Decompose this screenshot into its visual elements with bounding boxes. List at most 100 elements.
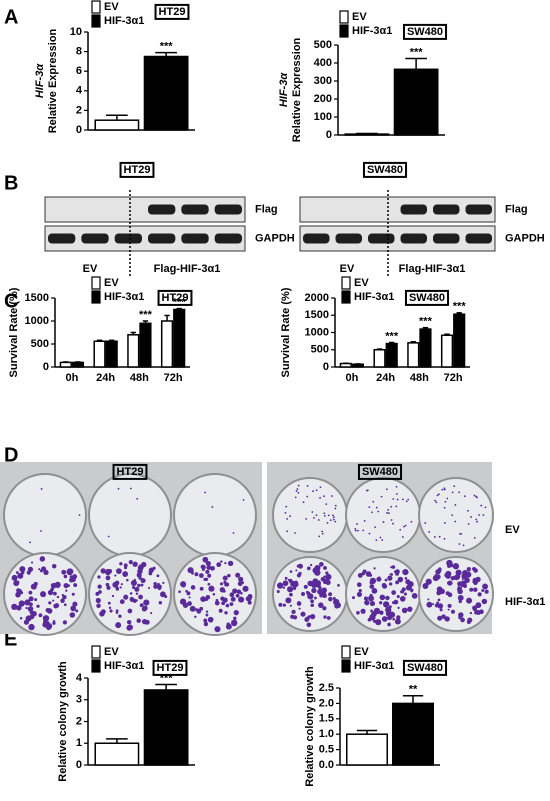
y-tick-label: 500 <box>311 344 329 356</box>
colony <box>469 587 474 592</box>
legend-swatch <box>341 276 351 290</box>
blot-row-label: Flag <box>255 203 278 215</box>
blot-band <box>81 233 109 244</box>
colony <box>214 626 221 633</box>
colony <box>305 590 309 594</box>
y-tick-label: 0.0 <box>319 759 334 771</box>
colony <box>40 591 47 598</box>
colony <box>402 568 409 576</box>
blot-band <box>400 233 427 244</box>
colony <box>232 532 235 534</box>
x-tick-label: 48h <box>130 372 149 384</box>
colony <box>407 606 413 612</box>
colony <box>403 525 405 528</box>
colony <box>311 587 317 594</box>
y-tick-label: 1.0 <box>319 728 334 740</box>
bar <box>393 68 439 136</box>
colony <box>356 610 360 615</box>
colony <box>164 595 168 599</box>
colony <box>43 569 49 576</box>
colony <box>45 622 53 630</box>
colony <box>158 600 163 605</box>
colony <box>205 569 210 574</box>
colony <box>292 586 297 590</box>
panel-label: C <box>4 290 18 312</box>
colony <box>368 532 371 535</box>
bar <box>59 361 72 368</box>
colony <box>297 601 301 605</box>
colony <box>306 485 309 487</box>
colony <box>321 532 324 535</box>
colony <box>63 583 69 589</box>
significance-label: *** <box>385 330 399 342</box>
colony <box>29 602 33 607</box>
bar <box>392 702 434 766</box>
colony <box>328 592 333 597</box>
legend-swatch <box>91 0 101 14</box>
colony <box>395 580 400 585</box>
colony <box>241 581 245 585</box>
colony <box>366 571 371 576</box>
colony <box>52 599 55 602</box>
colony <box>377 510 380 513</box>
colony <box>286 517 289 520</box>
colony <box>153 582 157 586</box>
plate-title: SW480 <box>362 466 398 478</box>
colony <box>321 530 323 533</box>
colony <box>321 587 327 594</box>
colony <box>310 613 316 620</box>
blot-band <box>214 233 242 244</box>
colony <box>382 583 388 589</box>
chart-title: HT29 <box>162 292 189 304</box>
bar <box>105 340 118 368</box>
colony <box>224 611 228 615</box>
colony <box>464 577 470 584</box>
colony <box>16 588 21 593</box>
colony <box>482 514 485 516</box>
colony <box>439 588 445 595</box>
colony <box>382 521 385 523</box>
colony <box>96 603 101 609</box>
colony <box>95 597 101 604</box>
colony <box>126 578 129 582</box>
colony <box>40 530 42 532</box>
colony <box>337 583 340 587</box>
colony <box>356 591 362 598</box>
colony <box>451 514 454 517</box>
bar <box>407 342 420 368</box>
colony <box>150 612 153 615</box>
colony <box>368 506 371 509</box>
colony <box>63 574 68 579</box>
colony <box>392 522 394 525</box>
colony <box>332 514 334 517</box>
colony <box>28 596 34 602</box>
colony <box>126 619 132 625</box>
colony <box>119 599 125 605</box>
colony <box>152 566 156 570</box>
colony <box>233 609 239 616</box>
legend-label: EV <box>352 11 367 23</box>
colony <box>390 505 393 508</box>
colony <box>457 588 463 595</box>
colony <box>199 606 204 611</box>
colony <box>425 578 432 585</box>
colony <box>182 602 189 608</box>
colony <box>36 604 40 608</box>
colony <box>43 595 46 598</box>
colony <box>290 583 294 587</box>
colony <box>325 571 329 575</box>
colony <box>433 577 437 580</box>
colony <box>447 561 453 567</box>
colony <box>372 500 375 503</box>
colony <box>136 497 139 500</box>
colony <box>373 567 376 570</box>
colony <box>312 490 314 493</box>
well <box>88 473 172 557</box>
blot-band <box>465 233 492 244</box>
colony <box>310 599 314 604</box>
colony <box>227 573 231 578</box>
colony <box>426 601 433 608</box>
colony <box>157 586 162 591</box>
colony <box>72 601 78 607</box>
colony <box>100 568 106 574</box>
